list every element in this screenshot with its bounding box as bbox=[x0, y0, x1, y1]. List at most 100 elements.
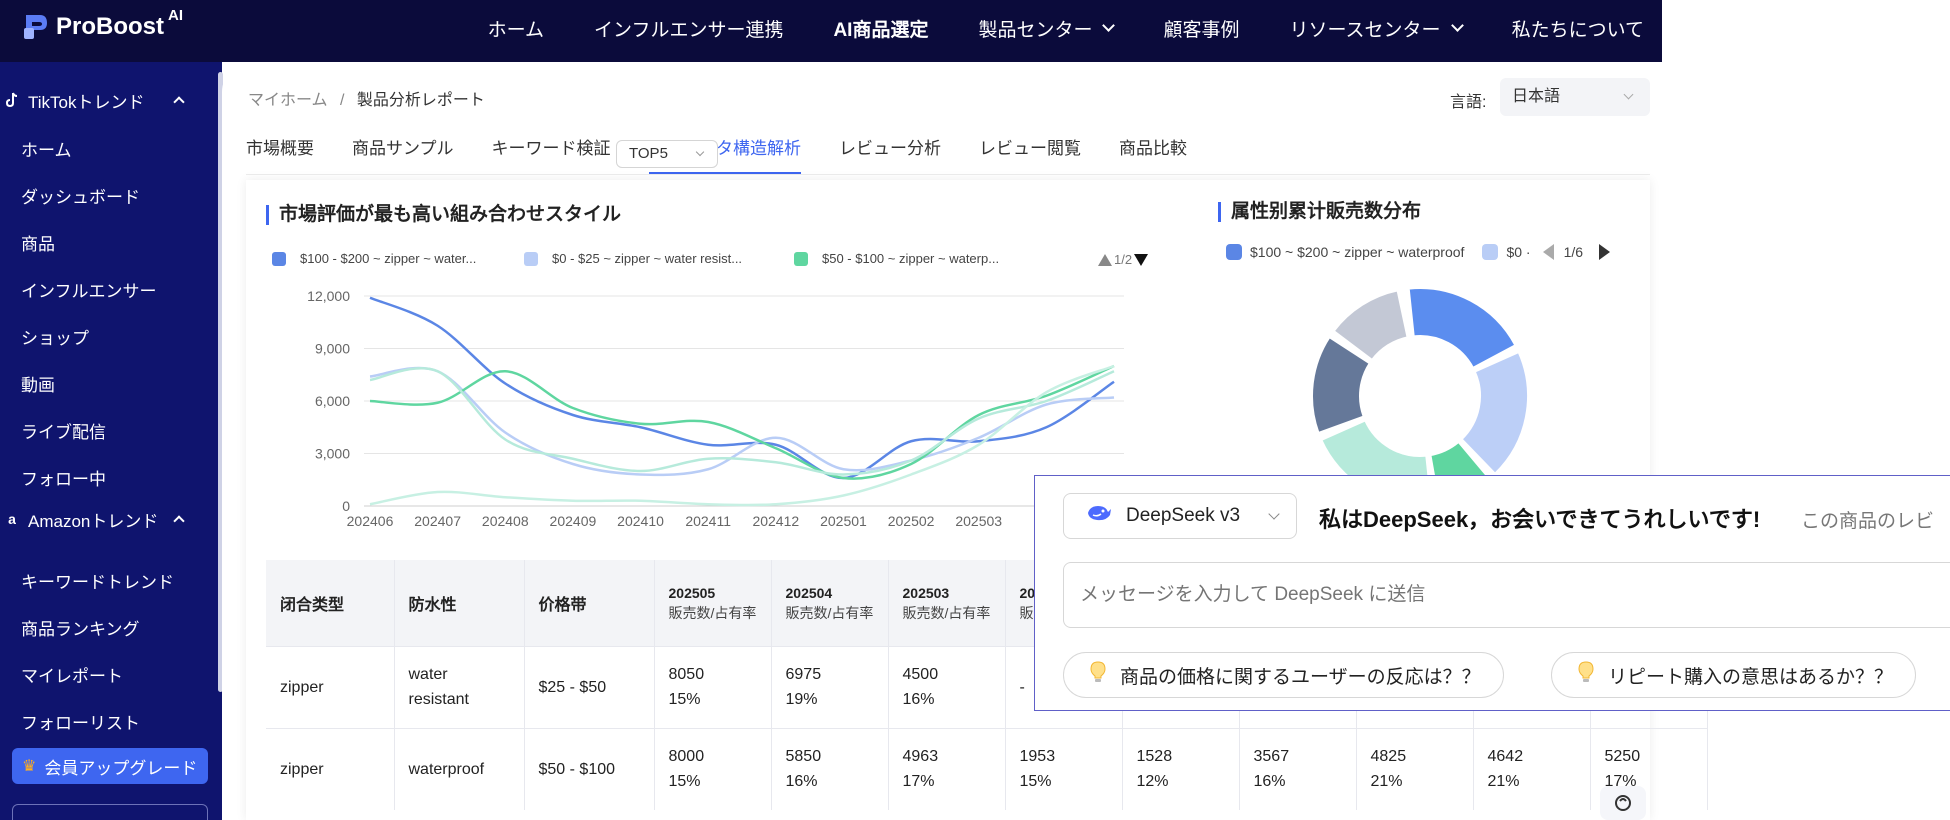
x-tick-label: 202411 bbox=[685, 513, 731, 529]
sidebar-item[interactable]: ライブ配信 bbox=[21, 423, 106, 442]
sales-cell: 8050 15% bbox=[654, 645, 772, 728]
upgrade-label: 会員アップグレード bbox=[44, 758, 198, 778]
proboost-logo-icon bbox=[20, 12, 50, 42]
tab-4[interactable]: レビュー分析 bbox=[839, 139, 941, 158]
topnav-item[interactable]: インフルエンサー連携 bbox=[594, 15, 783, 42]
donut-slice-5[interactable] bbox=[1332, 289, 1409, 361]
donut-slice-1[interactable] bbox=[1460, 351, 1529, 475]
sidebar-item[interactable]: マイレポート bbox=[21, 667, 123, 686]
price-cell: $50 - $100 bbox=[524, 727, 655, 810]
sidebar-group-tiktok[interactable]: TikTokトレンド bbox=[0, 80, 215, 120]
upgrade-membership-button[interactable]: ♛ 会員アップグレード bbox=[12, 748, 208, 784]
series-line-0[interactable] bbox=[369, 296, 1115, 480]
y-tick-label: 0 bbox=[342, 498, 350, 514]
page-down-icon[interactable] bbox=[1134, 253, 1149, 266]
sales-cell: 4500 16% bbox=[888, 645, 1006, 728]
table-header[interactable]: 价格带 bbox=[524, 560, 655, 646]
topnav-label: 私たちについて bbox=[1511, 19, 1644, 41]
tab-6[interactable]: 商品比較 bbox=[1119, 139, 1187, 158]
series-line-1[interactable] bbox=[369, 366, 1115, 477]
top-n-select[interactable]: TOP5 bbox=[616, 140, 718, 168]
y-tick-label: 6,000 bbox=[315, 393, 350, 409]
sales-count: 4963 bbox=[902, 748, 939, 766]
tab-1[interactable]: 商品サンプル bbox=[352, 139, 454, 158]
model-select[interactable]: DeepSeek v3 bbox=[1063, 493, 1297, 539]
sales-cell: 3567 16% bbox=[1239, 727, 1357, 810]
x-tick-label: 202412 bbox=[752, 513, 799, 529]
table-month-header[interactable]: 202503 販売数/占有率 bbox=[888, 560, 1006, 646]
tab-0[interactable]: 市場概要 bbox=[246, 139, 314, 158]
sidebar-item[interactable]: キーワードトレンド bbox=[21, 573, 174, 592]
sales-count: 5850 bbox=[785, 748, 822, 766]
topnav-item[interactable]: リソースセンター bbox=[1290, 15, 1464, 42]
tab-2[interactable]: キーワード検証 bbox=[491, 139, 611, 158]
legend-item[interactable]: $50 - $100 ~ zipper ~ waterp... bbox=[794, 251, 999, 266]
chevron-up-icon[interactable] bbox=[173, 96, 185, 108]
top-nav: ホーム インフルエンサー連携 AI商品選定 製品センター 顧客事例 リソースセンター 私たち… bbox=[438, 0, 1644, 56]
sidebar-extra-button[interactable] bbox=[12, 804, 208, 820]
table-month-header[interactable]: 202504 販売数/占有率 bbox=[771, 560, 889, 646]
suggestion-chip-repurchase[interactable]: リピート購入の意思はあるか？？ bbox=[1551, 652, 1917, 698]
donut-slice-0[interactable] bbox=[1407, 287, 1517, 369]
sales-count: 8000 bbox=[668, 748, 705, 766]
sidebar-item[interactable]: ショップ bbox=[21, 329, 89, 348]
sidebar-item[interactable]: ダッシュボード bbox=[21, 188, 140, 207]
breadcrumb-home[interactable]: マイホーム bbox=[248, 92, 328, 109]
sidebar-item[interactable]: フォローリスト bbox=[21, 714, 140, 733]
language-select[interactable]: 日本語 bbox=[1500, 78, 1650, 116]
legend-swatch bbox=[794, 251, 808, 266]
legend-item[interactable]: $0 - $25 ~ zipper ~ water resist... bbox=[524, 251, 742, 266]
brand-name: ProBoost bbox=[56, 13, 164, 40]
legend-label: $0 - $25 ~ zipper ~ water resist... bbox=[552, 251, 743, 266]
month-label: 202503 bbox=[902, 584, 950, 601]
sidebar-scrollbar[interactable] bbox=[218, 72, 223, 692]
help-button[interactable] bbox=[1600, 786, 1646, 820]
month-sub-label: 販売数/占有率 bbox=[785, 604, 874, 621]
legend-item[interactable]: $100 - $200 ~ zipper ~ water... bbox=[272, 251, 476, 266]
topnav-item[interactable]: 顧客事例 bbox=[1163, 15, 1239, 42]
x-tick-label: 202408 bbox=[482, 513, 529, 529]
legend-label[interactable]: $0 · bbox=[1506, 244, 1531, 260]
brand-logo[interactable]: ProBoost AI bbox=[20, 7, 183, 42]
sidebar-item[interactable]: 商品 bbox=[21, 235, 55, 254]
prev-page-icon[interactable] bbox=[1542, 244, 1554, 260]
sales-share: 15% bbox=[668, 773, 701, 791]
table-month-header[interactable]: 202505 販売数/占有率 bbox=[654, 560, 772, 646]
table-header[interactable]: 防水性 bbox=[394, 560, 525, 646]
topnav-item[interactable]: AI商品選定 bbox=[833, 15, 928, 42]
legend-page: 1/2 bbox=[1114, 252, 1133, 267]
table-header[interactable]: 闭合类型 bbox=[266, 560, 395, 646]
legend-label[interactable]: $100 ~ $200 ~ zipper ~ waterproof bbox=[1250, 244, 1465, 260]
language-value: 日本語 bbox=[1512, 88, 1561, 105]
sidebar-item[interactable]: フォロー中 bbox=[21, 470, 106, 489]
tiktok-icon bbox=[4, 92, 20, 108]
topnav-item[interactable]: ホーム bbox=[488, 15, 544, 42]
page-up-icon[interactable] bbox=[1098, 253, 1112, 266]
breadcrumb-separator: / bbox=[339, 92, 345, 109]
sidebar-item[interactable]: インフルエンサー bbox=[21, 282, 157, 301]
sidebar-item[interactable]: ホーム bbox=[21, 141, 72, 160]
message-input[interactable] bbox=[1063, 562, 1950, 628]
series-line-2[interactable] bbox=[369, 364, 1115, 480]
sidebar-item[interactable]: 動画 bbox=[21, 376, 55, 395]
suggestion-chip-price[interactable]: 商品の価格に関するユーザーの反応は？？ bbox=[1063, 652, 1504, 698]
sales-share: 17% bbox=[902, 773, 935, 791]
series-line-3[interactable] bbox=[369, 366, 1115, 476]
chevron-down-icon bbox=[695, 147, 705, 157]
waterproof-cell: water resistant bbox=[394, 645, 525, 728]
suggestion-label: 商品の価格に関するユーザーの反応は？？ bbox=[1120, 666, 1481, 688]
sales-cell: 1953 15% bbox=[1005, 727, 1123, 810]
series-line-4[interactable] bbox=[369, 364, 1115, 507]
legend-label: $50 - $100 ~ zipper ~ waterp... bbox=[822, 251, 1000, 266]
tab-5[interactable]: レビュー閲覧 bbox=[979, 139, 1081, 158]
chevron-up-icon[interactable] bbox=[173, 515, 185, 527]
topnav-item[interactable]: 製品センター bbox=[978, 15, 1116, 42]
sidebar-item[interactable]: 商品ランキング bbox=[21, 620, 140, 639]
deepseek-hint[interactable]: この商品のレビ bbox=[1801, 511, 1935, 532]
sales-cell: 1528 12% bbox=[1122, 727, 1240, 810]
topnav-item[interactable]: 私たちについて bbox=[1512, 15, 1644, 42]
next-page-icon[interactable] bbox=[1599, 244, 1611, 260]
legend-swatch bbox=[1226, 244, 1242, 260]
sidebar-group-amazon[interactable]: a Amazonトレンド bbox=[0, 499, 215, 539]
donut-slice-4[interactable] bbox=[1311, 336, 1371, 434]
